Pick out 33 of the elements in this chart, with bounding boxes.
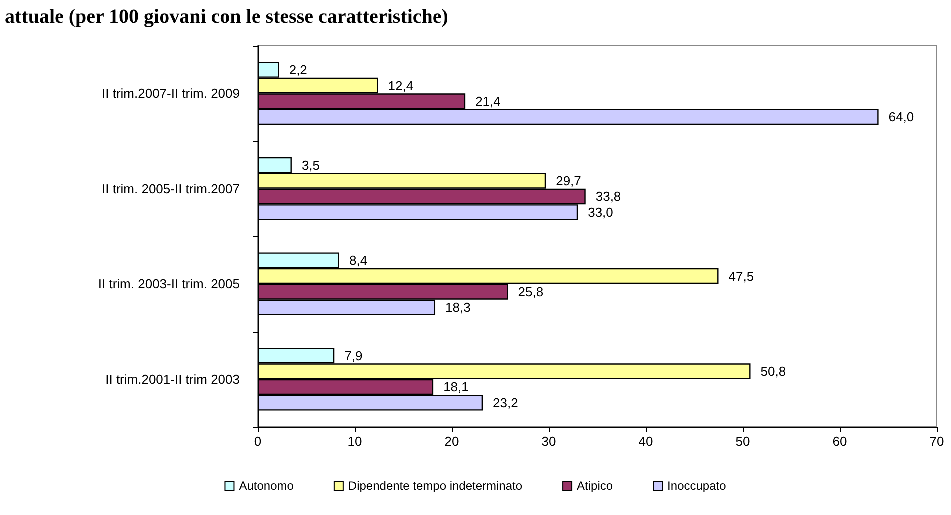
y-tick-label: II trim.2007-II trim. 2009 [102,86,240,102]
data-label: 12,4 [388,78,414,94]
data-label: 29,7 [556,174,582,189]
data-label: 18,3 [446,300,471,316]
x-tick-label: 70 [930,434,944,449]
data-label: 3,5 [302,158,320,173]
data-label: 33,8 [596,189,622,204]
x-tick-label: 40 [638,434,654,449]
data-label: 23,2 [493,395,518,410]
x-tick-label: 10 [348,434,362,449]
y-tick-label: II trim.2001-II trim 2003 [106,372,240,387]
x-tick-label: 30 [542,434,556,449]
data-label: 33,0 [588,204,614,220]
data-label: 50,8 [760,364,786,380]
y-tick-label: II trim. 2005-II trim.2007 [102,181,240,196]
data-label: 2,2 [289,62,308,78]
data-label: 7,9 [344,348,363,364]
legend-label: Atipico [577,479,614,493]
legend-label: Autonomo [239,479,294,493]
x-tick-label: 20 [444,434,460,449]
legend-label: Inoccupato [668,479,727,493]
data-label: 25,8 [518,284,544,300]
x-tick-label: 60 [832,434,848,449]
data-label: 18,1 [444,380,469,395]
data-label: 8,4 [349,253,368,268]
x-tick-label: 0 [254,434,262,449]
legend-label: Dipendente tempo indeterminato [348,479,523,493]
x-tick-label: 50 [736,434,750,449]
chart-title: attuale (per 100 giovani con le stesse caratteristiche) [5,6,448,28]
data-label: 47,5 [728,268,754,284]
y-tick-label: II trim. 2003-II trim. 2005 [98,276,240,292]
data-label: 64,0 [888,110,914,125]
data-label: 21,4 [476,94,501,109]
